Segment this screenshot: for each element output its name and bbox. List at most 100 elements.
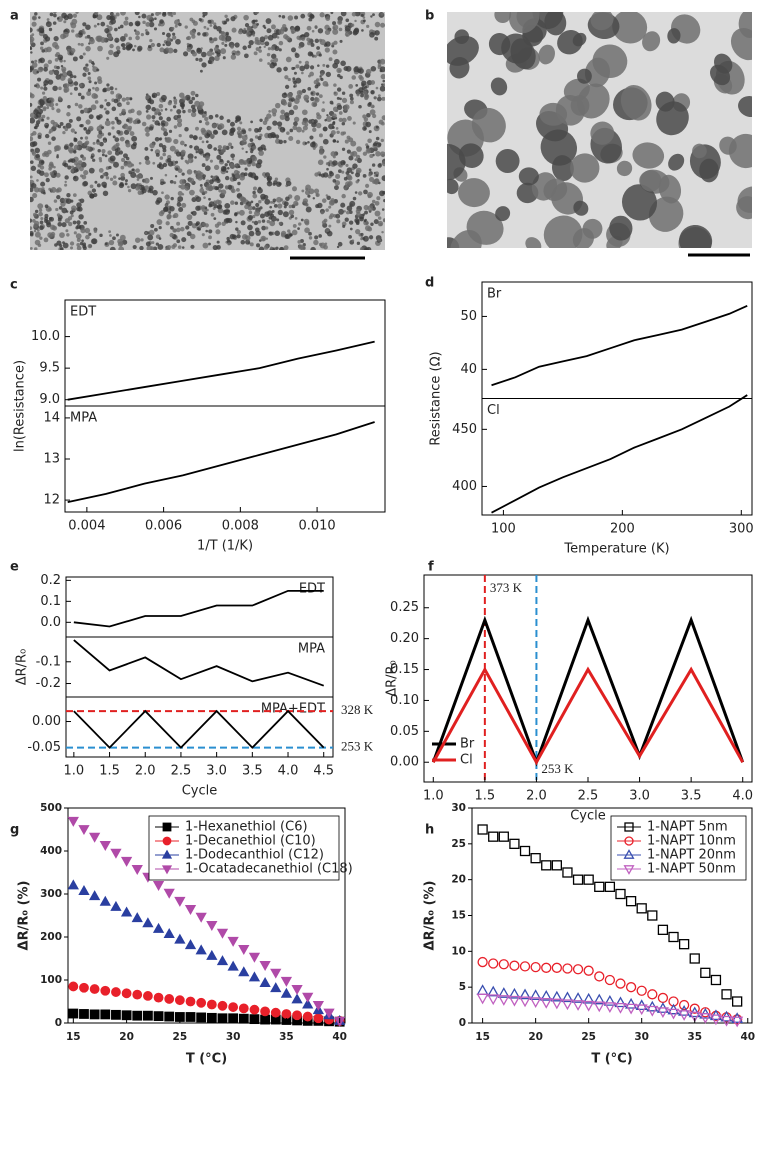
particle (362, 16, 366, 19)
particle (170, 225, 174, 230)
particle (191, 96, 196, 101)
particle (52, 21, 57, 25)
particle (315, 122, 322, 129)
y-tick-label: 0.15 (390, 662, 419, 677)
particle (367, 138, 372, 144)
particle (63, 15, 69, 21)
particle (114, 27, 118, 32)
y-tick-label: 0.20 (390, 631, 419, 646)
data-point (227, 960, 239, 971)
particle (119, 241, 124, 246)
data-point (700, 1007, 711, 1018)
particle (73, 75, 77, 79)
particle (187, 153, 194, 160)
particle (80, 228, 86, 234)
particle (61, 66, 67, 72)
particle (245, 239, 251, 245)
particle (184, 143, 187, 147)
particle (207, 143, 213, 150)
particle (263, 245, 269, 250)
particle (294, 53, 300, 59)
particle (75, 233, 82, 240)
particle (328, 224, 332, 228)
data-point (487, 994, 500, 1006)
particle (212, 245, 218, 250)
panel-frame (64, 405, 386, 513)
particle (336, 245, 340, 249)
particle (192, 20, 198, 26)
particle (313, 188, 320, 194)
particle (370, 66, 377, 72)
particle (186, 42, 190, 46)
particle (328, 205, 332, 209)
particle (236, 187, 240, 192)
particle (213, 204, 218, 209)
particle (333, 83, 337, 87)
particle (114, 137, 120, 142)
particle (304, 63, 310, 70)
particle (92, 158, 96, 162)
particle (156, 164, 161, 169)
particle (298, 91, 302, 94)
particle (97, 45, 103, 52)
particle (252, 193, 258, 199)
y-tick-label: 0.05 (390, 724, 419, 739)
particle (255, 230, 261, 236)
particle (70, 128, 75, 133)
particle (83, 107, 89, 114)
particle (165, 247, 171, 250)
particle (40, 181, 46, 187)
legend-marker (624, 836, 634, 846)
particle (92, 86, 95, 90)
particle (305, 203, 309, 207)
particle (52, 41, 59, 48)
data-point (248, 952, 261, 963)
particle (447, 143, 466, 181)
particle (213, 37, 217, 42)
y-tick-label: 10 (451, 945, 466, 957)
y-tick-label: 500 (40, 802, 62, 814)
particle (134, 237, 141, 243)
particle (319, 12, 325, 18)
particle (39, 46, 44, 51)
particle (189, 189, 195, 196)
particle (356, 211, 361, 217)
particle (254, 37, 259, 42)
particle (257, 187, 263, 194)
particle (582, 218, 603, 239)
particle (146, 14, 153, 21)
particle (280, 230, 287, 237)
data-point (571, 1000, 585, 1011)
particle (258, 246, 265, 250)
particle (80, 136, 83, 140)
particle (150, 224, 155, 229)
particle (230, 200, 235, 205)
particle (131, 163, 135, 167)
panel-name: EDT (299, 582, 325, 597)
particle (219, 115, 224, 121)
particle (261, 237, 266, 242)
data-point (164, 1011, 175, 1022)
particle (326, 116, 332, 122)
particle (185, 225, 190, 230)
particle (311, 101, 318, 108)
data-point (572, 964, 584, 975)
y-tick-label: 0.10 (390, 693, 419, 708)
data-point (110, 848, 122, 859)
particle (69, 210, 74, 215)
particle (348, 210, 353, 215)
particle (149, 126, 154, 131)
particle (218, 183, 224, 189)
particle (78, 83, 83, 87)
particle (295, 25, 300, 31)
particle (177, 196, 184, 202)
particle (91, 238, 98, 245)
particle (87, 72, 91, 76)
particle (447, 35, 479, 66)
particle (48, 217, 53, 221)
particle (145, 132, 150, 137)
data-point (678, 939, 690, 950)
particle (258, 58, 263, 62)
particle (164, 194, 170, 200)
particle (292, 77, 296, 81)
